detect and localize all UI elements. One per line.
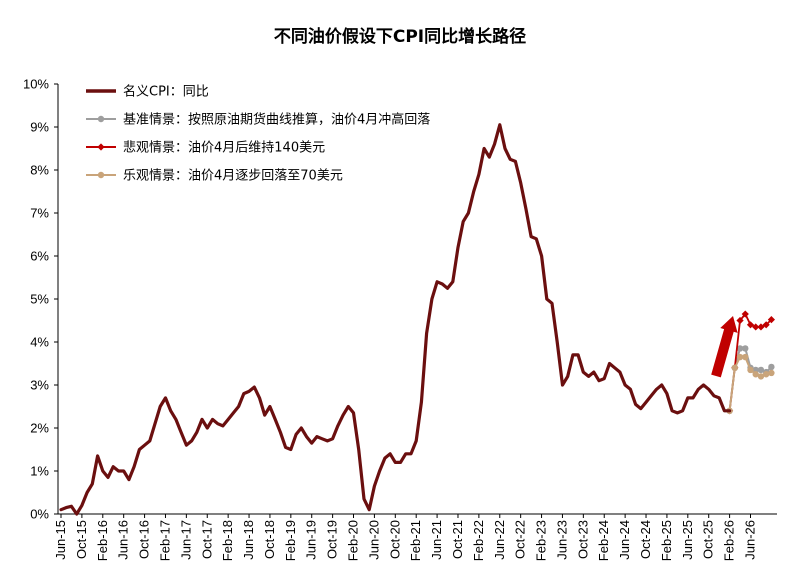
y-tick-label: 3% <box>30 378 49 393</box>
data-point-baseline <box>742 345 749 352</box>
series-pessimistic <box>726 310 775 415</box>
x-tick-label: Jun-15 <box>53 520 68 560</box>
data-point-baseline <box>757 366 765 374</box>
y-tick-label: 8% <box>30 163 49 178</box>
y-tick-label: 10% <box>23 77 49 92</box>
x-tick-label: Feb-25 <box>659 520 674 561</box>
data-point-optimistic <box>731 364 739 371</box>
x-tick-label: Oct-18 <box>262 520 277 559</box>
axes: 0% 1% 2% 3% 4% 5% 6% 7% 8% 9% 10% Jun-15 Oct-15 Feb-1… <box>23 77 777 561</box>
series-optimistic <box>726 353 775 414</box>
x-tick-label: Feb-18 <box>220 520 235 561</box>
x-tick-label: Oct-25 <box>701 520 716 559</box>
legend-label-headline: 名义CPI：同比 <box>123 84 209 100</box>
legend-item-baseline: 基准情景：按照原油期货曲线推算，油价4月冲高回落 <box>86 112 430 128</box>
x-tick-label: Jun-26 <box>742 520 757 560</box>
x-tick-label: Jun-22 <box>492 520 507 560</box>
legend-label-optimistic: 乐观情景：油价4月逐步回落至70美元 <box>123 169 343 184</box>
x-tick-label: Oct-21 <box>450 520 465 559</box>
y-tick-label: 4% <box>30 335 49 350</box>
data-point-pessimistic <box>741 310 749 318</box>
annotations <box>711 316 738 378</box>
data-point-baseline <box>768 363 775 371</box>
x-tick-label: Jun-18 <box>241 520 256 560</box>
x-tick-label: Jun-24 <box>617 520 632 560</box>
x-tick-label: Oct-17 <box>199 520 214 559</box>
x-tick-label: Feb-21 <box>408 520 423 561</box>
y-tick-label: 0% <box>30 507 49 522</box>
series-line-headline <box>59 123 732 516</box>
data-point-pessimistic <box>767 316 775 324</box>
data-point-pessimistic <box>757 323 765 331</box>
legend-item-pessimistic: 悲观情景：油价4月后维持140美元 <box>86 140 325 156</box>
data-point-baseline <box>736 345 744 352</box>
legend-item-optimistic: 乐观情景：油价4月逐步回落至70美元 <box>86 169 343 184</box>
x-tick-label: Feb-23 <box>534 520 549 561</box>
data-point-optimistic <box>752 371 759 378</box>
legend-marker-optimistic <box>97 171 105 179</box>
x-tick-label: Feb-26 <box>722 520 737 561</box>
data-point-pessimistic <box>752 323 760 331</box>
data-point-optimistic <box>747 366 754 374</box>
x-tick-label: Oct-19 <box>325 520 340 559</box>
series-headline <box>59 123 732 516</box>
x-tick-label: Feb-20 <box>346 520 361 561</box>
data-point-optimistic <box>768 369 775 377</box>
x-tick-label: Jun-16 <box>116 520 131 560</box>
data-point-optimistic <box>757 373 765 380</box>
data-point-optimistic <box>742 353 749 361</box>
series-layer <box>59 123 775 516</box>
upward-arrow-icon <box>711 316 738 378</box>
data-point-pessimistic <box>746 321 755 329</box>
data-point-optimistic <box>736 353 744 361</box>
x-tick-label: Oct-24 <box>638 520 653 559</box>
x-tick-label: Feb-17 <box>157 520 172 561</box>
x-tick-label: Jun-25 <box>680 520 695 560</box>
data-point-optimistic <box>762 371 770 378</box>
x-tick-label: Feb-16 <box>95 520 110 561</box>
x-tick-label: Jun-19 <box>304 520 319 560</box>
legend-marker-baseline <box>97 115 105 123</box>
x-tick-label: Jun-20 <box>366 520 381 560</box>
legend-label-baseline: 基准情景：按照原油期货曲线推算，油价4月冲高回落 <box>123 112 430 128</box>
y-tick-label: 5% <box>30 292 49 307</box>
y-tick-label: 9% <box>30 120 49 135</box>
y-tick-label: 2% <box>30 421 49 436</box>
legend-item-headline: 名义CPI：同比 <box>86 84 209 100</box>
x-tick-label: Jun-17 <box>178 520 193 560</box>
legend: 名义CPI：同比基准情景：按照原油期货曲线推算，油价4月冲高回落悲观情景：油价4… <box>86 84 430 184</box>
x-tick-label: Oct-23 <box>575 520 590 559</box>
x-tick-label: Oct-16 <box>137 520 152 559</box>
x-tick-label: Oct-20 <box>387 520 402 559</box>
data-point-pessimistic <box>736 316 744 325</box>
y-tick-label: 6% <box>30 249 49 264</box>
x-tick-label: Jun-21 <box>429 520 444 560</box>
chart-title: 不同油价假设下CPI同比增长路径 <box>274 26 526 47</box>
legend-marker-pessimistic <box>97 143 105 151</box>
x-tick-label: Feb-19 <box>283 520 298 561</box>
y-tick-label: 7% <box>30 206 49 221</box>
x-tick-label: Feb-22 <box>471 520 486 561</box>
data-point-pessimistic <box>762 321 770 329</box>
x-tick-label: Oct-15 <box>74 520 89 559</box>
legend-label-pessimistic: 悲观情景：油价4月后维持140美元 <box>123 140 325 156</box>
x-tick-label: Feb-24 <box>596 520 611 561</box>
x-tick-label: Jun-23 <box>554 520 569 560</box>
x-tick-label: Oct-22 <box>513 520 528 559</box>
y-tick-label: 1% <box>30 464 49 479</box>
